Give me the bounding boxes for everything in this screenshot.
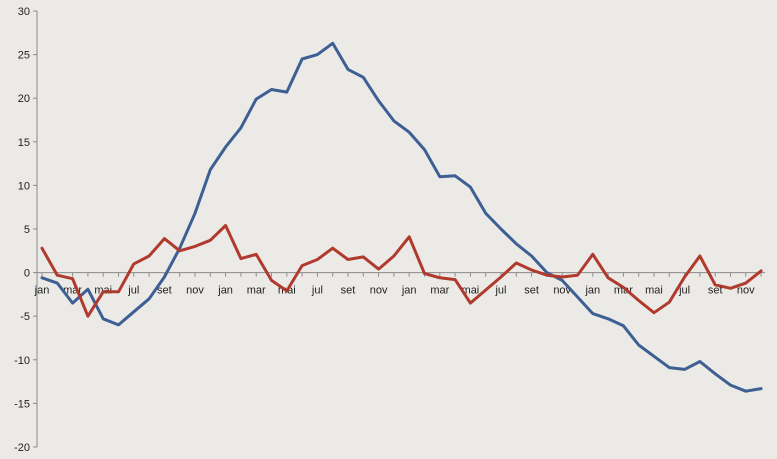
x-tick-label: set [708, 285, 723, 297]
y-tick-label: 20 [18, 93, 30, 105]
y-tick-label: 10 [18, 180, 30, 192]
y-axis: -20 -15 -10 -5 0 5 10 15 20 25 30 [14, 6, 38, 454]
x-tick-label: jul [127, 285, 139, 297]
y-tick-label: 0 [24, 268, 30, 280]
y-tick-label: -10 [14, 355, 30, 367]
y-tick-label: -5 [20, 311, 30, 323]
x-tick-label: nov [186, 285, 204, 297]
x-tick-label: jan [584, 285, 600, 297]
x-tick-label: set [157, 285, 172, 297]
x-tick-label: set [524, 285, 539, 297]
x-tick-label: mar [247, 285, 266, 297]
y-tick-label: 25 [18, 50, 30, 62]
series-line-2 [40, 224, 763, 318]
x-tick-label: jul [311, 285, 323, 297]
x-tick-label: jan [34, 285, 50, 297]
x-axis: jan mar mai jul set nov jan mar mai jul set nov jan m… [34, 272, 766, 297]
y-tick-label: -15 [14, 398, 30, 410]
x-tick-label: jan [401, 285, 417, 297]
x-tick-label: nov [370, 285, 388, 297]
series-layer [40, 41, 763, 393]
x-tick-label: jul [678, 285, 690, 297]
x-tick-label: nov [737, 285, 755, 297]
y-tick-label: 5 [24, 224, 30, 236]
x-tick-label: mar [430, 285, 449, 297]
series-line-1 [40, 41, 763, 393]
y-tick-label: 30 [18, 6, 30, 18]
x-tick-label: set [341, 285, 356, 297]
x-tick-label: jan [217, 285, 233, 297]
x-tick-label: mai [645, 285, 663, 297]
y-tick-label: -20 [14, 442, 30, 454]
x-tick-label: jul [494, 285, 506, 297]
y-tick-label: 15 [18, 137, 30, 149]
